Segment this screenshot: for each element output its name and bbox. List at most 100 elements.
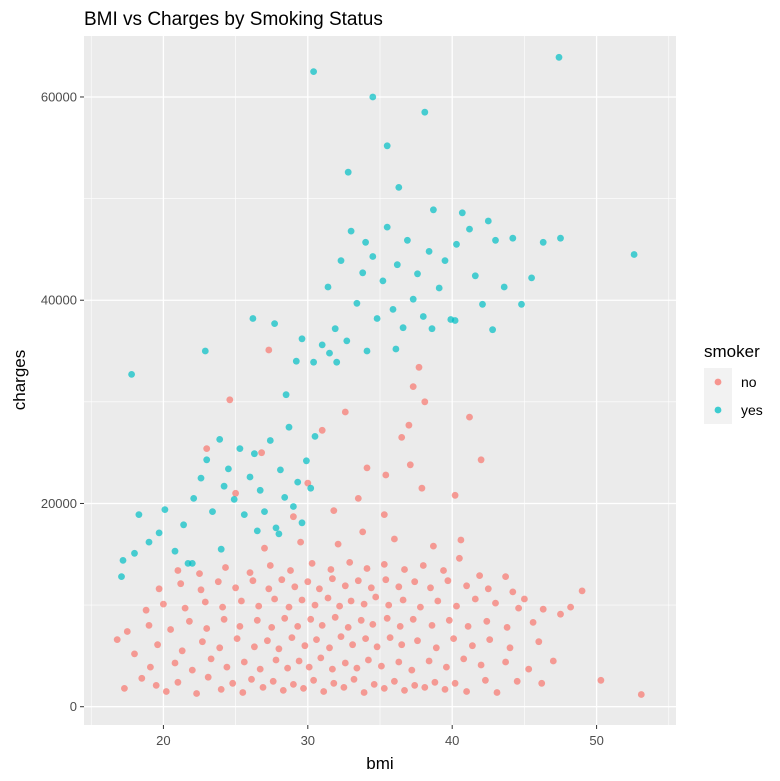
data-point-no (275, 645, 283, 653)
data-point-no (324, 594, 332, 602)
data-point-no (236, 623, 244, 630)
data-point-yes (500, 283, 508, 291)
y-tick-label: 40000 (41, 293, 77, 308)
data-point-yes (135, 511, 143, 518)
data-point-yes (253, 527, 261, 535)
data-point-no (557, 610, 564, 618)
data-point-yes (557, 234, 564, 242)
data-point-no (278, 576, 286, 584)
data-point-yes (118, 573, 125, 580)
data-point-no (457, 536, 465, 544)
data-point-yes (318, 341, 326, 349)
data-point-yes (528, 274, 535, 282)
data-point-yes (331, 325, 339, 333)
data-point-no (113, 636, 121, 643)
data-point-yes (145, 538, 153, 546)
data-point-no (154, 641, 162, 649)
data-point-yes (251, 450, 258, 458)
data-point-no (329, 665, 336, 673)
data-point-no (147, 663, 154, 671)
data-point-yes (421, 108, 429, 116)
data-point-yes (197, 474, 205, 482)
data-point-no (353, 664, 361, 672)
data-point-no (506, 644, 514, 652)
legend-marker-no (714, 378, 722, 386)
data-point-yes (337, 257, 345, 264)
data-point-no (290, 681, 297, 688)
data-point-yes (324, 283, 332, 291)
data-point-no (203, 445, 211, 452)
data-point-yes (246, 473, 254, 481)
data-point-no (193, 690, 201, 697)
data-point-no (344, 624, 352, 631)
data-point-no (320, 688, 328, 695)
data-point-yes (539, 238, 547, 246)
data-point-no (301, 642, 309, 650)
data-point-no (482, 676, 489, 684)
data-point-no (493, 689, 501, 696)
data-point-no (131, 650, 138, 658)
data-point-no (279, 687, 287, 694)
data-point-no (380, 511, 388, 518)
data-point-no (539, 605, 547, 613)
data-point-no (272, 656, 280, 664)
data-point-yes (326, 349, 333, 357)
data-point-no (415, 363, 423, 371)
data-point-no (453, 602, 460, 610)
data-point-yes (379, 277, 387, 285)
data-point-no (450, 635, 457, 642)
data-point-yes (359, 269, 367, 277)
data-point-no (246, 569, 254, 576)
data-point-yes (441, 257, 449, 264)
data-point-no (334, 540, 342, 548)
data-point-no (398, 641, 406, 649)
data-point-no (223, 663, 231, 671)
data-point-no (451, 679, 459, 687)
data-point-yes (298, 519, 306, 527)
data-point-no (248, 675, 255, 683)
data-point-yes (428, 325, 436, 333)
data-point-no (341, 408, 349, 416)
legend-label-yes: yes (741, 402, 763, 418)
legend-marker-yes (714, 406, 722, 414)
data-point-yes (209, 508, 216, 515)
data-point-no (261, 544, 268, 552)
data-point-no (305, 663, 313, 671)
data-point-no (222, 564, 229, 571)
data-point-no (369, 621, 377, 628)
data-point-no (359, 528, 367, 536)
data-point-yes (353, 299, 361, 307)
data-point-yes (220, 482, 228, 490)
data-point-no (253, 616, 261, 624)
data-point-no (307, 615, 315, 623)
data-point-yes (298, 335, 306, 343)
legend-title: smoker (704, 342, 760, 361)
data-point-no (214, 578, 222, 586)
data-point-yes (272, 524, 280, 532)
data-point-no (217, 686, 225, 693)
x-axis: 20 30 40 50 (156, 725, 604, 748)
data-point-no (204, 673, 212, 681)
data-point-yes (266, 437, 274, 444)
data-point-yes (188, 560, 196, 567)
data-point-no (330, 679, 338, 687)
data-point-no (411, 682, 419, 689)
data-point-no (430, 542, 437, 550)
data-point-yes (347, 227, 355, 235)
data-point-no (477, 456, 485, 464)
data-point-no (538, 679, 546, 687)
data-point-yes (479, 300, 486, 308)
data-point-no (265, 585, 273, 593)
data-point-yes (275, 530, 283, 538)
data-point-no (451, 491, 459, 499)
data-point-no (313, 636, 320, 643)
data-point-no (295, 657, 303, 665)
data-point-no (181, 604, 189, 612)
data-point-no (318, 426, 326, 434)
data-point-yes (217, 545, 225, 553)
data-point-no (431, 678, 439, 686)
data-point-no (255, 602, 263, 610)
data-point-no (138, 674, 146, 682)
